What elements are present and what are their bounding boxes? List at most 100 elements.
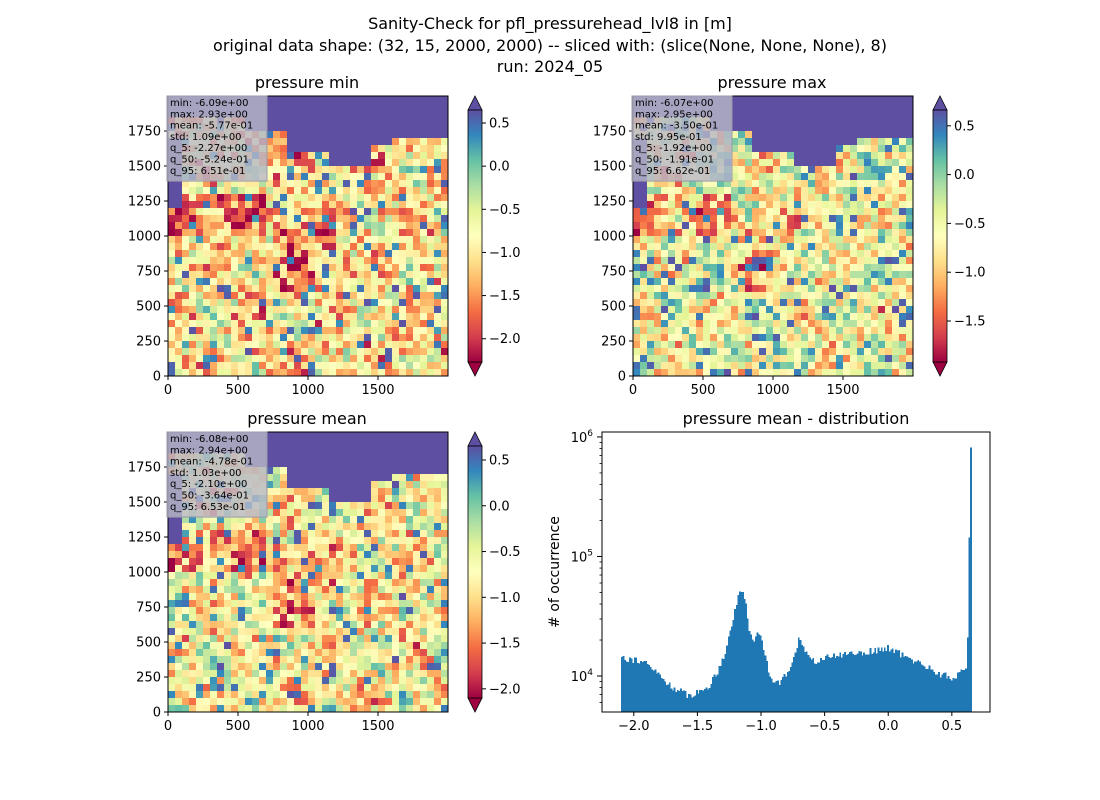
heatmap-cell [399,299,407,307]
heatmap-cell [906,271,914,279]
heatmap-cell [427,264,435,272]
heatmap-cell [329,593,337,601]
heatmap-cell [266,236,274,244]
heatmap-cell [329,313,337,321]
heatmap-cell [378,698,386,706]
heatmap-cell [308,159,316,167]
heatmap-cell [168,523,176,531]
heatmap-cell [399,642,407,650]
heatmap-cell [336,271,344,279]
stats-line: max: 2.95e+00 [635,109,713,120]
heatmap-cell [801,103,809,111]
heatmap-cell [885,362,893,370]
heatmap-cell [647,362,655,370]
heatmap-cell [231,572,239,580]
heatmap-cell [252,530,260,538]
heatmap-cell [322,271,330,279]
heatmap-cell [322,572,330,580]
heatmap-cell [217,530,225,538]
heatmap-cell [836,348,844,356]
heatmap-cell [850,166,858,174]
colorbar-extend-max [932,95,948,111]
heatmap-cell [238,705,246,713]
heatmap-cell [294,495,302,503]
heatmap-cell [175,201,183,209]
heatmap-cell [857,348,865,356]
heatmap-cell [441,432,449,440]
heatmap-cell [315,285,323,293]
heatmap-cell [343,131,351,139]
heatmap-cell [231,292,239,300]
heatmap-cell [752,103,760,111]
heatmap-cell [850,215,858,223]
heatmap-cell [759,243,767,251]
heatmap-cell [378,159,386,167]
heatmap-cell [196,264,204,272]
heatmap-cell [343,257,351,265]
heatmap-cell [315,152,323,160]
heatmap-cell [259,565,267,573]
heatmap-cell [710,306,718,314]
heatmap-cell [406,432,414,440]
heatmap-cell [850,341,858,349]
heatmap-cell [266,159,274,167]
heatmap-cell [836,131,844,139]
heatmap-cell [738,208,746,216]
heatmap-cell [752,208,760,216]
heatmap-cell [329,432,337,440]
heatmap-cell [794,180,802,188]
heatmap-cell [329,306,337,314]
heatmap-cell [787,348,795,356]
heatmap-cell [392,285,400,293]
heatmap-cell [266,488,274,496]
heatmap-cell [371,453,379,461]
heatmap-cell [441,117,449,125]
heatmap-cell [357,579,365,587]
heatmap-cell [210,285,218,293]
heatmap-cell [231,362,239,370]
heatmap-cell [668,250,676,258]
heatmap-cell [168,663,176,671]
heatmap-cell [266,96,274,104]
heatmap-cell [266,327,274,335]
heatmap-cell [168,705,176,713]
heatmap-cell [203,285,211,293]
heatmap-cell [427,607,435,615]
heatmap-cell [280,166,288,174]
heatmap-cell [343,446,351,454]
heatmap-cell [343,474,351,482]
heatmap-cell [906,250,914,258]
heatmap-cell [329,481,337,489]
heatmap-cell [717,348,725,356]
heatmap-cell [878,229,886,237]
heatmap-cell [224,600,232,608]
heatmap-cell [210,355,218,363]
heatmap-cell [371,656,379,664]
heatmap-cell [836,285,844,293]
heatmap-cell [357,509,365,517]
heatmap-cell [336,187,344,195]
heatmap-cell [238,285,246,293]
heatmap-cell [647,208,655,216]
heatmap-cell [413,334,421,342]
heatmap-cell [738,117,746,125]
heatmap-cell [843,306,851,314]
heatmap-cell [822,159,830,167]
heatmap-cell [378,656,386,664]
heatmap-cell [224,264,232,272]
heatmap-cell [294,229,302,237]
heatmap-cell [413,194,421,202]
heatmap-cell [399,502,407,510]
heatmap-cell [168,656,176,664]
heatmap-cell [245,649,253,657]
heatmap-cell [217,705,225,713]
heatmap-cell [745,187,753,195]
heatmap-cell [675,187,683,195]
heatmap-cell [364,586,372,594]
heatmap-cell [357,467,365,475]
heatmap-cell [434,152,442,160]
heatmap-cell [273,215,281,223]
heatmap-cell [364,103,372,111]
heatmap-cell [731,264,739,272]
heatmap-cell [336,159,344,167]
